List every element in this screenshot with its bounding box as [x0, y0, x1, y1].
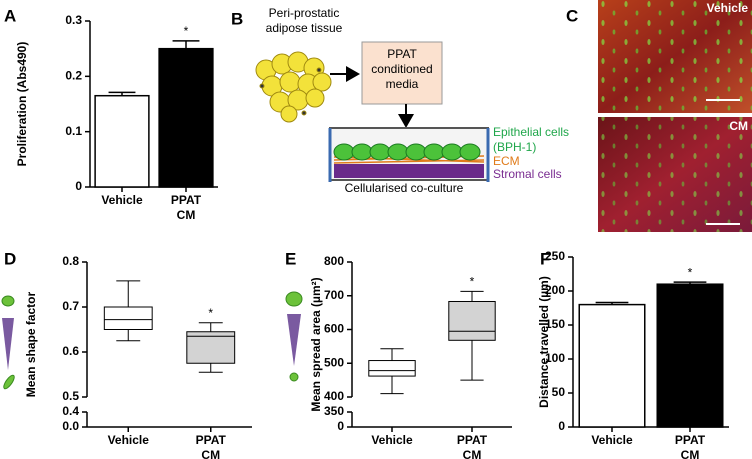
- y-tick-label: 0.8: [62, 254, 79, 268]
- micrograph-cells: [598, 117, 752, 232]
- annotation: *: [688, 265, 693, 279]
- cell-icon: [289, 372, 299, 382]
- cell-icon: [287, 314, 301, 366]
- adipose-cluster: [255, 51, 332, 123]
- diagram-caption: Cellularised co-culture: [345, 181, 464, 195]
- annotation: *: [208, 306, 213, 320]
- y-tick-label: 250: [545, 249, 565, 263]
- diagram-label: Peri-prostatic adipose tissue: [266, 6, 343, 35]
- y-tick-label: 500: [324, 355, 344, 369]
- cell-icon: [1, 295, 15, 307]
- annotation: *: [184, 24, 189, 38]
- panel-label: D: [4, 249, 16, 268]
- co-culture-dish: [328, 127, 490, 182]
- x-tick-label: PPAT CM: [457, 433, 488, 459]
- y-tick-label: 50: [552, 385, 566, 399]
- x-tick-label: Vehicle: [108, 433, 150, 447]
- y-tick-label: 0: [337, 419, 344, 433]
- image-label: CM: [729, 119, 748, 133]
- y-tick-label: 600: [324, 322, 344, 336]
- layer-label: ECM: [493, 154, 520, 168]
- x-tick-label: Vehicle: [591, 433, 633, 447]
- box: [448, 300, 496, 341]
- panel-label: E: [285, 249, 296, 268]
- bar: [158, 47, 214, 188]
- y-axis-title: Proliferation (Abs490): [15, 42, 29, 167]
- y-axis-title: Distance travelled (µm): [537, 276, 551, 408]
- y-axis-title: Mean spread area (µm²): [309, 277, 323, 411]
- y-tick-label: 800: [324, 254, 344, 268]
- y-tick-label: 0.3: [65, 13, 82, 27]
- y-tick-label: 0: [558, 419, 565, 433]
- micrograph-cells: [598, 0, 752, 113]
- y-tick-label: 0.0: [62, 419, 79, 433]
- y-tick-label: 0.1: [65, 124, 82, 138]
- diagram-label: PPAT conditioned media: [371, 47, 432, 91]
- media-box: [361, 41, 443, 105]
- y-axis-title: Mean shape factor: [24, 291, 38, 397]
- box: [186, 331, 236, 364]
- box: [368, 360, 416, 377]
- y-tick-label: 0.5: [62, 389, 79, 403]
- y-tick-label: 200: [545, 283, 565, 297]
- x-tick-label: PPAT CM: [196, 433, 227, 459]
- cell-icon: [285, 291, 303, 307]
- x-tick-label: Vehicle: [371, 433, 413, 447]
- bar: [656, 283, 724, 428]
- y-tick-label: 100: [545, 351, 565, 365]
- y-tick-label: 0.7: [62, 299, 79, 313]
- y-tick-label: 0.2: [65, 69, 82, 83]
- panel-label: F: [540, 249, 550, 268]
- box: [103, 306, 153, 330]
- cell-icon: [2, 318, 14, 370]
- y-tick-label: 0.4: [62, 404, 79, 418]
- y-tick-label: 0.6: [62, 344, 79, 358]
- panel-label: C: [566, 6, 578, 25]
- layer-label: Stromal cells: [493, 167, 562, 181]
- y-tick-label: 700: [324, 288, 344, 302]
- y-tick-label: 0: [75, 179, 82, 193]
- layer-label: Epithelial cells (BPH-1): [493, 125, 569, 154]
- annotation: *: [470, 275, 475, 289]
- cell-icon: [3, 374, 15, 390]
- image-label: Vehicle: [707, 1, 749, 15]
- bar: [578, 303, 646, 428]
- x-tick-label: Vehicle: [101, 193, 143, 207]
- y-tick-label: 400: [324, 389, 344, 403]
- y-tick-label: 350: [324, 404, 344, 418]
- bar: [94, 94, 150, 188]
- panel-label: B: [231, 9, 243, 28]
- y-tick-label: 150: [545, 317, 565, 331]
- panel-label: A: [4, 6, 16, 25]
- x-tick-label: PPAT CM: [675, 433, 706, 459]
- x-tick-label: PPAT CM: [171, 193, 202, 222]
